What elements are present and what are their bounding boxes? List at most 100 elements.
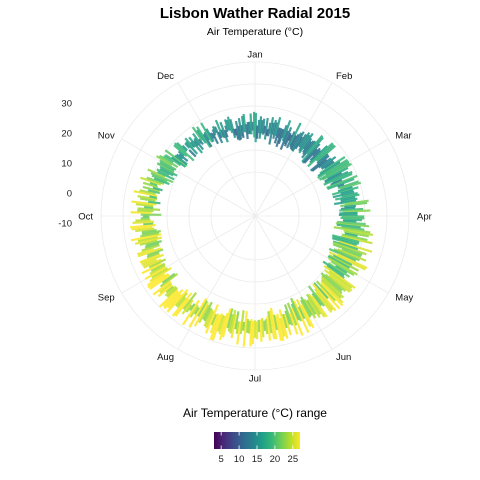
day-bar [333,199,357,206]
day-bar [166,286,178,298]
day-bar [267,311,273,334]
day-bar [135,203,154,207]
day-bar [176,296,187,309]
day-bar [146,248,164,257]
day-bar [130,223,156,229]
day-bar [202,133,213,148]
month-label-aug: Aug [157,352,174,363]
day-bar [230,314,238,339]
day-bar [146,176,165,185]
day-bar [153,177,170,186]
day-bar [229,118,237,139]
grid-spoke [177,82,256,217]
day-bar [209,314,221,340]
day-bar [289,135,298,148]
day-bar [205,128,215,143]
day-bar [306,134,324,155]
day-bar [167,293,182,309]
day-bar [200,122,214,143]
day-bar [185,304,193,313]
day-bar [147,200,161,205]
day-bar [300,299,312,318]
day-bar [219,121,229,143]
day-bar [311,295,328,318]
day-bar [175,292,188,307]
day-bar [161,272,176,284]
day-bar [157,170,175,181]
day-bar [139,197,156,202]
day-bar [193,301,209,327]
day-bar [165,285,174,294]
day-bar [176,142,188,153]
day-bar [192,132,202,145]
grid-spoke [121,215,256,294]
day-bar [135,227,155,233]
day-bar [276,127,282,139]
day-bar [217,131,223,139]
day-bar [247,320,251,334]
day-bar [338,240,373,253]
day-bar [211,125,218,134]
day-bar [320,280,344,304]
day-bar [314,288,334,311]
day-bar [245,124,249,140]
day-bar [336,223,361,229]
radial-tick-labels: 30 20 10 0 -10 [58,99,72,230]
day-bar [141,244,160,252]
day-bar [313,282,329,300]
day-bar [312,283,337,312]
day-bar [240,124,245,139]
day-bar [339,207,364,212]
grid-spoke [121,138,256,217]
day-bar [220,129,226,139]
day-bar [142,181,159,189]
radial-tick-label: 20 [61,129,72,140]
day-bar [176,153,184,160]
day-bar [328,251,366,271]
day-bar [274,315,283,341]
day-bar [332,190,355,199]
day-bar [171,292,193,317]
day-bar [223,129,229,138]
day-bar [149,195,157,199]
day-bar [149,181,158,187]
month-labels: Jan Feb Mar Apr May Jun Jul Aug Sep Oct Nov Dec [78,50,432,385]
chart-title: Lisbon Wather Radial 2015 [160,5,350,22]
day-bar [328,254,360,272]
day-bar [340,206,356,211]
day-bar [144,266,167,280]
month-label-may: May [395,293,413,304]
day-bar [321,274,343,295]
day-bar [211,313,223,341]
day-bar [262,320,267,331]
day-bar [173,142,195,162]
day-bar [309,154,330,172]
day-bar [159,165,178,177]
day-bar [332,254,353,267]
day-bar [249,319,253,347]
day-bar [302,140,315,156]
day-bar [135,218,151,222]
day-bar [229,309,237,334]
day-bar [202,301,213,321]
day-bar [339,211,358,215]
day-bar [156,162,175,174]
day-bar [278,309,289,339]
day-bar [166,289,189,313]
day-bar [300,304,315,329]
day-bar [330,260,355,276]
day-bar [267,122,272,137]
day-bar [164,285,177,297]
day-bar [281,313,288,329]
grid-spoke [254,215,333,350]
day-bar [341,248,362,258]
day-bar [335,222,370,228]
day-bar [159,167,174,177]
day-bar [156,168,170,177]
day-bar [320,276,345,299]
day-bar [184,137,195,149]
day-bar [307,298,321,319]
day-bar [283,304,294,326]
day-bar [290,303,300,321]
day-bar [182,292,198,310]
